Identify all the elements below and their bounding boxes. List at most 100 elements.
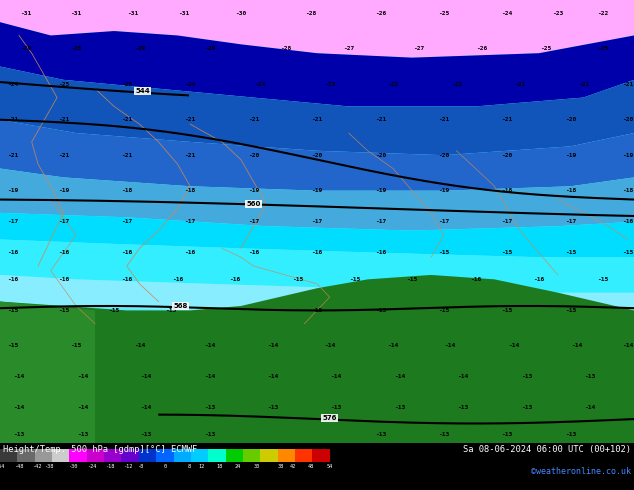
Text: -18: -18 <box>565 188 576 193</box>
Text: -21: -21 <box>58 153 69 158</box>
Text: -13: -13 <box>584 374 595 379</box>
Text: -24: -24 <box>87 464 96 469</box>
Text: -21: -21 <box>514 82 526 87</box>
Text: -30: -30 <box>68 464 78 469</box>
Text: -25: -25 <box>597 46 608 51</box>
Text: -18: -18 <box>105 464 115 469</box>
Text: -8: -8 <box>138 464 143 469</box>
Text: -14: -14 <box>330 374 342 379</box>
Text: 42: 42 <box>290 464 296 469</box>
Bar <box>69 449 87 462</box>
Text: -15: -15 <box>375 308 386 313</box>
Bar <box>52 449 69 462</box>
Text: -15: -15 <box>58 308 69 313</box>
Text: -21: -21 <box>184 117 196 122</box>
Text: -14: -14 <box>267 343 278 348</box>
Text: -21: -21 <box>622 82 633 87</box>
Text: -30: -30 <box>235 11 247 16</box>
Text: 54: 54 <box>327 464 333 469</box>
Text: -14: -14 <box>324 343 335 348</box>
Polygon shape <box>0 22 634 106</box>
Bar <box>0 449 17 462</box>
Text: -16: -16 <box>311 250 323 255</box>
Text: -31: -31 <box>20 11 31 16</box>
Text: -21: -21 <box>438 117 450 122</box>
Text: -16: -16 <box>375 250 386 255</box>
Text: -15: -15 <box>622 250 633 255</box>
Text: -19: -19 <box>311 188 323 193</box>
Polygon shape <box>0 275 634 319</box>
Text: -48: -48 <box>13 464 23 469</box>
Text: -17: -17 <box>7 219 18 224</box>
Text: -18: -18 <box>184 188 196 193</box>
Text: -15: -15 <box>565 308 576 313</box>
Text: -15: -15 <box>70 343 82 348</box>
Text: 0: 0 <box>164 464 166 469</box>
Text: -13: -13 <box>394 405 405 411</box>
Text: -17: -17 <box>565 219 576 224</box>
Text: -18: -18 <box>622 188 633 193</box>
Text: -19: -19 <box>438 188 450 193</box>
Polygon shape <box>0 67 634 155</box>
Text: -15: -15 <box>311 308 323 313</box>
Text: -17: -17 <box>184 219 196 224</box>
Text: -25: -25 <box>540 46 551 51</box>
Bar <box>104 449 122 462</box>
Text: ©weatheronline.co.uk: ©weatheronline.co.uk <box>531 466 631 476</box>
Text: -14: -14 <box>457 374 469 379</box>
Bar <box>122 449 139 462</box>
Text: -13: -13 <box>375 432 386 437</box>
Text: -15: -15 <box>565 250 576 255</box>
Text: -14: -14 <box>571 343 583 348</box>
Text: -19: -19 <box>565 153 576 158</box>
Text: -15: -15 <box>438 308 450 313</box>
Text: -14: -14 <box>77 405 88 411</box>
Text: -14: -14 <box>387 343 399 348</box>
Text: -16: -16 <box>7 277 18 282</box>
Text: -29: -29 <box>204 46 215 51</box>
Text: -22: -22 <box>387 82 399 87</box>
Text: 12: 12 <box>198 464 205 469</box>
Polygon shape <box>0 213 634 257</box>
Text: 24: 24 <box>235 464 241 469</box>
Text: -13: -13 <box>457 405 469 411</box>
Text: 38: 38 <box>278 464 284 469</box>
Text: -20: -20 <box>565 117 576 122</box>
Text: -16: -16 <box>121 250 133 255</box>
Text: -15: -15 <box>165 308 177 313</box>
Text: -20: -20 <box>375 153 386 158</box>
Text: -21: -21 <box>58 117 69 122</box>
Text: -17: -17 <box>121 219 133 224</box>
Text: -13: -13 <box>204 405 215 411</box>
Text: -14: -14 <box>140 374 152 379</box>
Text: -15: -15 <box>349 277 361 282</box>
Text: -31: -31 <box>178 11 190 16</box>
Text: -21: -21 <box>311 117 323 122</box>
Text: -15: -15 <box>501 250 513 255</box>
Text: -14: -14 <box>584 405 595 411</box>
Text: 560: 560 <box>247 201 261 207</box>
Text: -14: -14 <box>394 374 405 379</box>
Text: -21: -21 <box>375 117 386 122</box>
Text: -38: -38 <box>44 464 53 469</box>
Text: -29: -29 <box>134 46 145 51</box>
Text: -16: -16 <box>248 250 259 255</box>
Text: -16: -16 <box>622 219 633 224</box>
Text: -13: -13 <box>565 432 576 437</box>
Text: -20: -20 <box>311 153 323 158</box>
Text: -42: -42 <box>32 464 41 469</box>
Text: -28: -28 <box>280 46 291 51</box>
Text: -14: -14 <box>444 343 456 348</box>
Polygon shape <box>0 240 634 293</box>
Text: -19: -19 <box>248 188 259 193</box>
Text: -21: -21 <box>501 117 513 122</box>
Text: -14: -14 <box>204 343 215 348</box>
Text: Height/Temp. 500 hPa [gdmp][°C] ECMWF: Height/Temp. 500 hPa [gdmp][°C] ECMWF <box>3 445 197 454</box>
Text: -19: -19 <box>58 188 69 193</box>
Text: -16: -16 <box>58 277 69 282</box>
Text: -22: -22 <box>597 11 608 16</box>
Text: -21: -21 <box>121 153 133 158</box>
Text: -15: -15 <box>7 343 18 348</box>
Text: -14: -14 <box>204 374 215 379</box>
Text: -26: -26 <box>476 46 488 51</box>
